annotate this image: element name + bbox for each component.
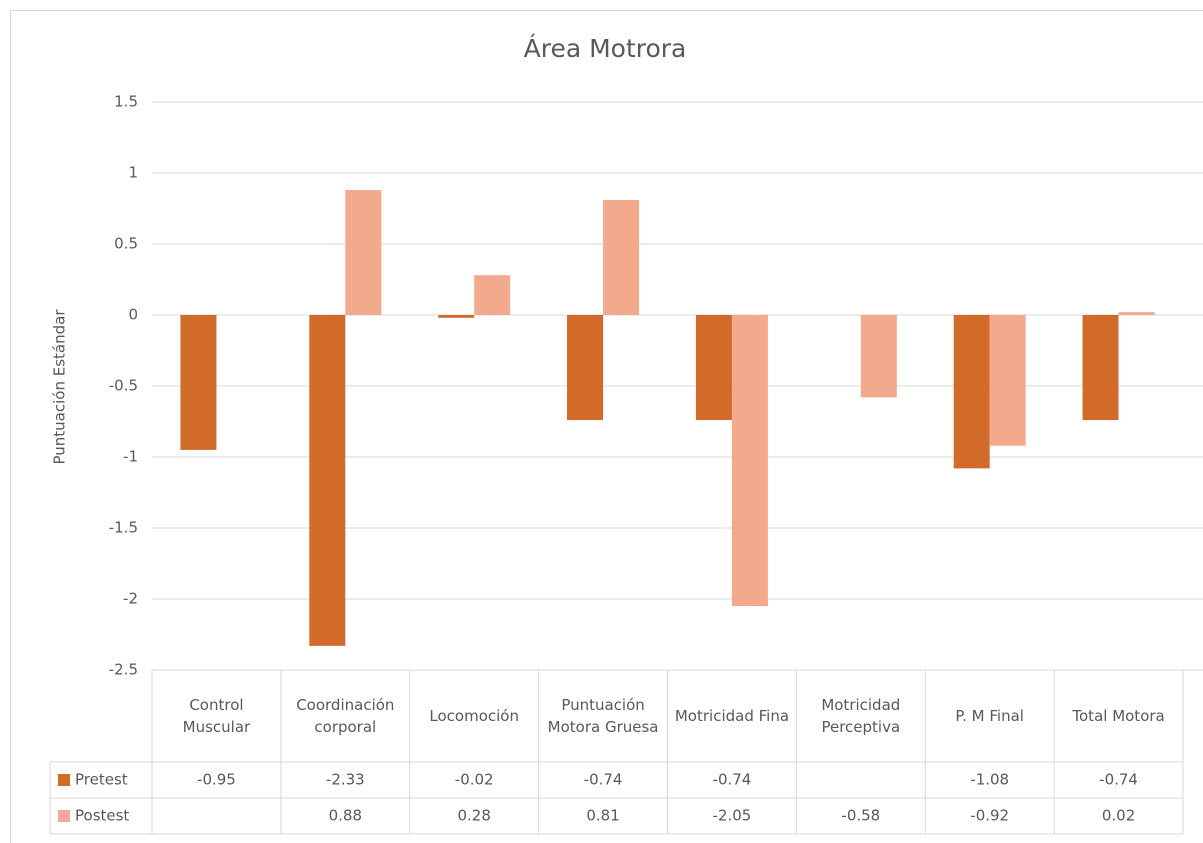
y-tick-label: -2.5: [109, 661, 138, 679]
data-table-value: -0.58: [841, 807, 880, 825]
data-table-value: -0.95: [197, 771, 236, 789]
y-tick-label: -0.5: [109, 377, 138, 395]
bar: [860, 315, 897, 398]
bar: [474, 275, 511, 315]
data-table-value: -0.74: [1099, 771, 1138, 789]
data-table-value: -1.08: [970, 771, 1009, 789]
data-table-value: 0.88: [329, 807, 362, 825]
bar: [438, 315, 475, 318]
y-tick-label: -1.5: [109, 519, 138, 537]
data-table-value: -0.74: [584, 771, 623, 789]
data-table-value: -2.33: [326, 771, 365, 789]
data-table-value: -0.92: [970, 807, 1009, 825]
legend-label: Postest: [75, 807, 129, 825]
x-category-cell: Control Muscular: [182, 696, 251, 736]
bar: [309, 315, 346, 646]
bar: [603, 199, 640, 315]
y-axis-label: Puntuación Estándar: [51, 309, 69, 465]
y-tick-label: 0.5: [114, 235, 138, 253]
data-table-value: 0.28: [457, 807, 490, 825]
x-tick-label: Motricidad Perceptiva: [821, 696, 901, 736]
bar: [731, 315, 768, 607]
x-category-cell: Coordinación corporal: [296, 696, 395, 736]
legend-swatch: [58, 774, 70, 786]
x-tick-label: Motricidad Fina: [674, 707, 790, 725]
bar: [989, 315, 1026, 446]
data-table-value: -0.02: [455, 771, 494, 789]
x-tick-label: Total Motora: [1072, 707, 1165, 725]
x-category-cell: Locomoción: [429, 707, 519, 725]
y-tick-label: 1.5: [114, 93, 138, 111]
x-category-cell: P. M Final: [955, 707, 1024, 725]
x-tick-label: Locomoción: [429, 707, 519, 725]
x-category-cell: Motricidad Fina: [674, 707, 790, 725]
legend-label: Pretest: [75, 771, 128, 789]
data-table-value: 0.81: [586, 807, 619, 825]
bar: [953, 315, 990, 469]
x-tick-label: Coordinación corporal: [296, 696, 395, 736]
legend-swatch: [58, 810, 70, 822]
x-tick-label: P. M Final: [955, 707, 1024, 725]
y-tick-label: -2: [123, 590, 138, 608]
x-category-cell: Puntuación Motora Gruesa: [547, 696, 659, 736]
data-table-value: -2.05: [713, 807, 752, 825]
bar: [345, 190, 382, 315]
y-tick-label: 0: [128, 306, 138, 324]
bar: [1118, 312, 1155, 315]
bar: [1082, 315, 1119, 421]
bar: [567, 315, 604, 421]
data-table-value: -0.74: [713, 771, 752, 789]
chart-title: Área Motrora: [524, 34, 687, 63]
x-tick-label: Control Muscular: [182, 696, 251, 736]
y-tick-label: 1: [128, 164, 138, 182]
y-tick-label: -1: [123, 448, 138, 466]
data-table-value: 0.02: [1102, 807, 1135, 825]
x-tick-label: Puntuación Motora Gruesa: [547, 696, 659, 736]
x-category-cell: Motricidad Perceptiva: [821, 696, 901, 736]
bar: [695, 315, 732, 421]
x-category-cell: Total Motora: [1072, 707, 1165, 725]
bar: [180, 315, 217, 450]
